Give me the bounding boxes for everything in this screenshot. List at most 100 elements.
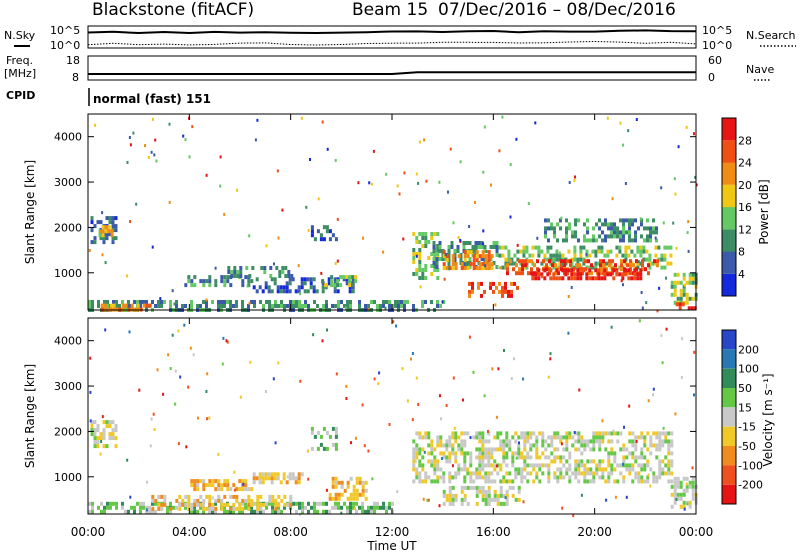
freq-series-line [88, 71, 696, 75]
scatter-echo [501, 115, 504, 119]
data-cell [679, 292, 683, 297]
data-cell [264, 472, 268, 477]
data-cell [466, 451, 470, 456]
data-cell [351, 285, 355, 290]
data-cell [592, 471, 596, 476]
colorbar-swatch [722, 388, 736, 408]
data-cell [334, 492, 338, 497]
data-cell [492, 289, 495, 294]
data-cell [583, 447, 587, 452]
data-cell [616, 439, 620, 444]
data-cell [577, 463, 581, 468]
data-cell [93, 440, 97, 445]
data-cell [508, 471, 512, 476]
data-cell [331, 496, 335, 501]
data-cell [562, 463, 566, 468]
data-cell [622, 218, 625, 223]
data-cell [388, 300, 391, 304]
data-cell [555, 265, 559, 270]
data-cell [489, 257, 493, 261]
data-cell [351, 275, 355, 280]
data-cell [576, 276, 580, 281]
data-cell [388, 304, 391, 308]
scatter-echo [414, 459, 417, 463]
data-cell [460, 439, 464, 444]
data-cell [346, 509, 349, 514]
data-cell [577, 447, 581, 452]
data-cell [415, 252, 419, 256]
data-cell [418, 260, 422, 264]
data-cell [250, 502, 254, 507]
data-cell [151, 498, 155, 503]
data-cell [553, 230, 556, 235]
data-cell [364, 488, 368, 493]
data-cell [463, 497, 467, 502]
data-cell [520, 467, 524, 472]
data-cell [478, 435, 482, 440]
data-cell [475, 250, 479, 255]
scatter-echo [276, 169, 279, 173]
data-cell [599, 263, 602, 268]
data-cell [127, 300, 130, 304]
data-cell [424, 240, 428, 244]
data-cell [487, 497, 491, 502]
scatter-echo [549, 352, 552, 356]
data-cell [466, 250, 470, 255]
data-cell [604, 431, 608, 436]
data-cell [535, 443, 539, 448]
data-cell [309, 285, 313, 290]
data-cell [330, 279, 334, 284]
data-cell [527, 271, 530, 276]
scatter-echo [675, 498, 678, 501]
data-cell [565, 230, 568, 235]
scatter-echo [687, 249, 690, 253]
scatter-echo [151, 245, 154, 249]
data-cell [471, 249, 475, 253]
data-cell [656, 259, 659, 264]
data-cell [514, 497, 518, 502]
data-cell [559, 439, 563, 444]
data-cell [142, 300, 145, 304]
scatter-echo [299, 292, 302, 296]
data-cell [462, 245, 466, 249]
data-cell [480, 293, 483, 298]
data-cell [436, 244, 440, 248]
data-cell [484, 266, 488, 271]
data-cell [529, 455, 533, 460]
data-cell [233, 266, 237, 270]
data-cell [424, 264, 428, 268]
data-cell [559, 459, 563, 464]
data-cell [688, 504, 692, 509]
data-cell [421, 455, 425, 460]
data-cell [333, 289, 337, 294]
data-cell [346, 300, 349, 304]
data-cell [513, 261, 517, 266]
data-cell [284, 274, 288, 278]
data-cell [598, 463, 602, 468]
scatter-echo [384, 306, 387, 310]
data-cell [322, 237, 326, 242]
data-cell [465, 241, 469, 245]
data-cell [346, 496, 350, 501]
data-cell [190, 479, 194, 484]
data-cell [573, 272, 577, 277]
data-cell [661, 467, 665, 472]
data-cell [487, 475, 491, 480]
data-cell [418, 240, 422, 244]
data-cell [459, 253, 463, 257]
scatter-echo [340, 511, 343, 515]
colorbar-tick-label: 20 [738, 179, 752, 192]
data-cell [574, 218, 577, 223]
data-cell [502, 455, 506, 460]
data-cell [283, 494, 287, 499]
data-cell [421, 435, 425, 440]
data-cell [415, 236, 419, 240]
data-cell [535, 439, 539, 444]
data-cell [111, 432, 115, 437]
data-cell [433, 447, 437, 452]
y-tick-label: 2000 [54, 221, 82, 234]
scatter-echo [297, 264, 300, 268]
data-cell [292, 501, 295, 506]
data-cell [682, 284, 686, 289]
nsky-label: N.Sky [4, 29, 36, 42]
